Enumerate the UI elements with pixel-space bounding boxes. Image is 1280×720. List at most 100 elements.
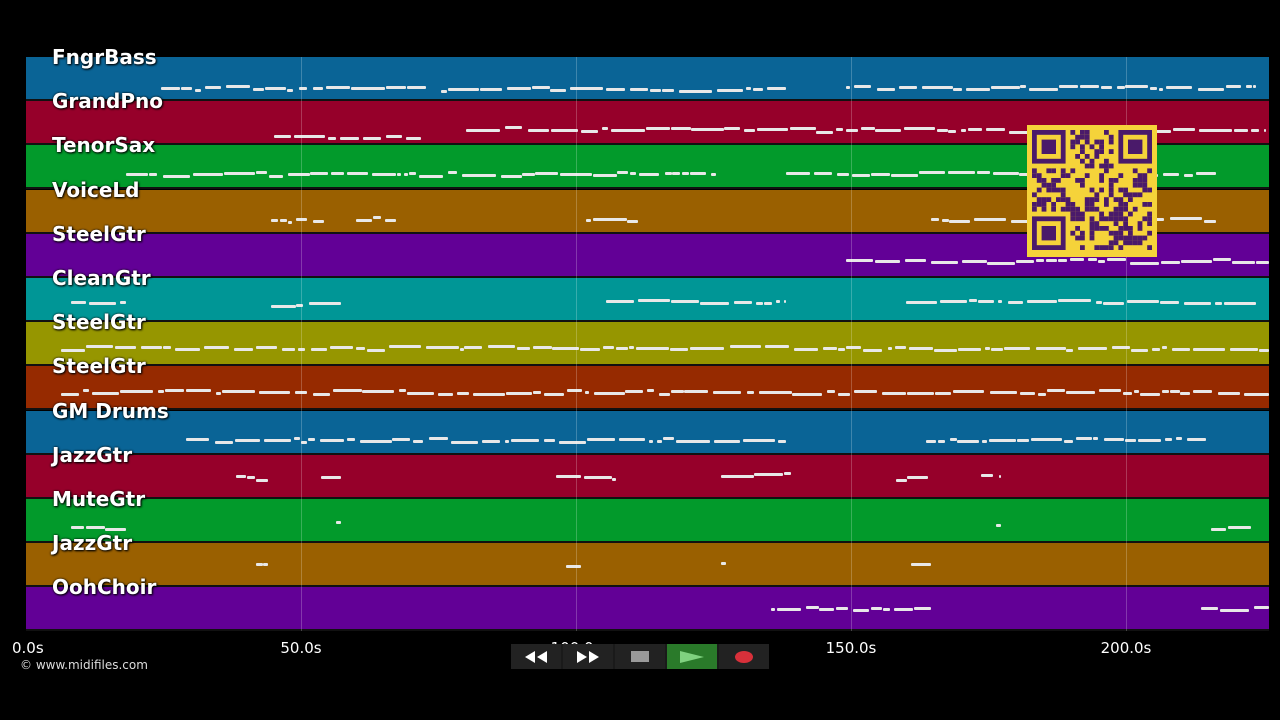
note [948,130,956,133]
note [905,259,926,262]
note [934,349,957,352]
note [784,300,786,303]
note [1066,391,1095,394]
track-lane [26,322,1269,366]
note [744,129,755,132]
note [313,87,323,90]
note [985,347,990,350]
note [259,391,290,394]
note [713,391,741,394]
note [877,88,895,91]
track-label: SteelGtr [52,222,146,246]
note [1161,261,1180,264]
note [676,440,710,443]
track-label: GrandPno [52,89,163,113]
note [1059,85,1078,88]
note [814,172,832,175]
note [926,440,936,443]
stop-button[interactable] [615,644,665,669]
note [356,347,365,350]
note [351,87,385,90]
note [746,87,751,90]
note [1036,259,1044,262]
note [883,608,890,611]
note [756,302,763,305]
note [326,86,350,89]
note [86,526,105,529]
note [948,171,975,174]
note [311,348,327,351]
note [646,127,670,130]
note [1099,389,1121,392]
note [280,219,287,222]
piano-roll [26,57,1269,631]
note [650,89,661,92]
note [757,128,788,131]
note [949,220,970,223]
note [309,302,341,305]
time-tick-label: 0.0s [12,639,44,657]
note [333,389,362,392]
note [550,89,566,92]
note [585,391,589,394]
track-lane [26,278,1269,322]
record-button[interactable] [719,644,769,669]
note [672,172,680,175]
note [837,173,849,176]
rewind-button[interactable] [511,644,561,669]
note [1165,438,1172,441]
note [141,346,162,349]
note [507,87,531,90]
note [790,127,816,130]
note [181,87,192,90]
qr-code-icon[interactable] [1027,125,1157,257]
note [894,608,913,611]
track-lane [26,587,1269,631]
note [777,608,801,611]
note [875,129,901,132]
note [1264,129,1266,132]
note [1201,607,1218,610]
note [1184,174,1193,177]
note [721,475,754,478]
note [533,391,541,394]
fast-forward-button[interactable] [563,644,613,669]
note [296,218,307,221]
note [1096,301,1102,304]
note [560,173,592,176]
note [397,173,401,176]
note [556,475,581,478]
note [71,301,86,304]
note [86,345,113,348]
note [627,220,638,223]
copyright-text: © www.midifiles.com [20,658,148,672]
note [714,440,740,443]
track-label: SteelGtr [52,310,146,334]
note [931,218,939,221]
note [896,479,907,482]
play-button[interactable] [667,644,717,669]
note [120,301,126,304]
note [224,172,255,175]
note [570,87,603,90]
note [617,171,628,174]
note [215,441,233,444]
note [71,526,84,529]
note [806,606,819,609]
note [1130,262,1159,265]
note [1009,131,1040,134]
note [895,346,906,349]
note [1162,346,1167,349]
note [1193,348,1225,351]
note [978,300,994,303]
note [938,440,945,443]
note [747,391,754,394]
note [1199,129,1232,132]
note [89,302,116,305]
note [313,220,324,223]
time-tick-label: 200.0s [1100,639,1152,657]
note [473,393,505,396]
note [175,348,200,351]
note [1036,347,1066,350]
note [480,88,502,91]
